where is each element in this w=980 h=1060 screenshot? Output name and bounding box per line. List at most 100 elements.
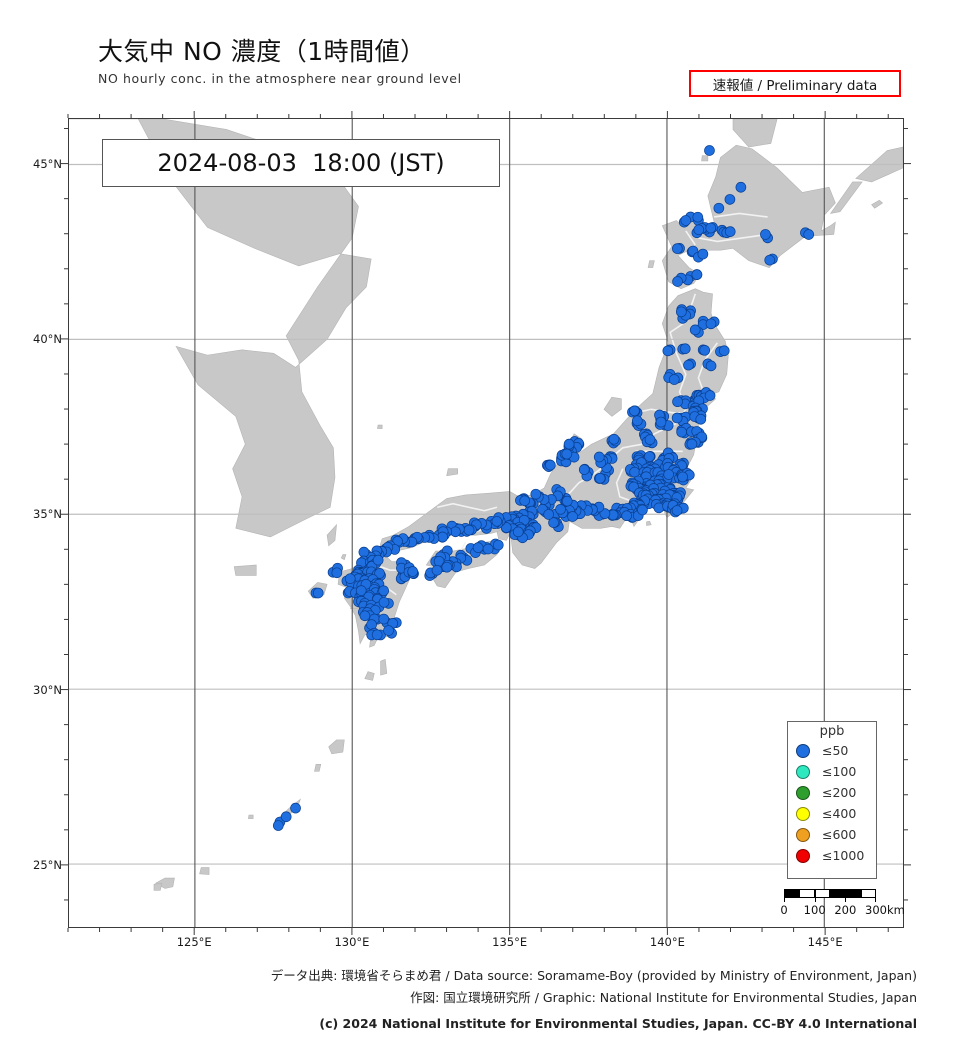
station-point <box>695 413 707 425</box>
station-point <box>704 145 715 156</box>
station-point <box>491 516 503 527</box>
station-point <box>441 561 453 573</box>
legend-swatch-icon <box>796 785 810 800</box>
legend-label: ≤400 <box>822 806 857 822</box>
station-point <box>631 415 643 427</box>
station-point <box>543 509 554 520</box>
scale-bar-label-100: 100 <box>803 903 826 917</box>
legend-swatch-icon <box>796 806 810 821</box>
scale-bar-label-0: 0 <box>780 903 788 917</box>
y-tick-label-35: 35°N <box>33 507 62 522</box>
station-point <box>371 629 383 641</box>
land-polygon-iki <box>340 554 347 561</box>
footer-data-source: データ出典: 環境省そらまめ君 / Data source: Soramame-… <box>270 968 917 983</box>
x-tick-label-135: 135°E <box>492 935 528 949</box>
station-point <box>358 546 370 558</box>
legend-label: ≤200 <box>822 785 857 801</box>
station-point <box>272 820 284 831</box>
legend-row-5: ≤1000 <box>788 845 876 866</box>
scale-bar-tick <box>784 889 785 902</box>
scale-bar-segment <box>845 889 861 898</box>
land-polygon-oki <box>446 468 458 477</box>
station-point <box>290 802 301 814</box>
station-point <box>482 543 494 555</box>
x-tick-label-125: 125°E <box>176 935 212 949</box>
legend-box: ppb ≤50 ≤100 ≤200 ≤400 ≤600 ≤1000 <box>787 721 877 879</box>
station-point <box>671 412 683 424</box>
station-point <box>437 531 448 543</box>
station-point <box>705 318 717 330</box>
station-point <box>760 229 771 240</box>
station-point <box>683 359 694 371</box>
land-polygon-asia_mainland <box>69 119 372 538</box>
header-block: 大気中 NO 濃度（1時間値） NO hourly conc. in the a… <box>98 37 718 86</box>
station-point <box>463 524 475 536</box>
land-polygon-jeju <box>233 564 257 576</box>
station-point <box>563 438 575 450</box>
station-point <box>593 451 605 463</box>
land-polygon-iriomote <box>153 882 163 891</box>
station-point <box>764 254 776 266</box>
prefecture-boundary-11 <box>437 502 498 512</box>
station-point <box>672 396 683 408</box>
prefecture-boundary-1 <box>697 342 718 396</box>
station-point <box>383 625 394 636</box>
land-polygon-tokunoshima <box>314 764 322 772</box>
timestamp-box: 2024-08-03 18:00 (JST) <box>102 139 500 187</box>
station-point <box>655 416 667 428</box>
scale-bar-label-200: 200 <box>834 903 857 917</box>
footer-graphic-credit: 作図: 国立環境研究所 / Graphic: National Institut… <box>410 990 917 1005</box>
station-point <box>431 564 443 576</box>
land-polygon-kunashiri <box>829 181 863 214</box>
station-point <box>512 526 524 538</box>
y-tick-label-30: 30°N <box>33 682 62 697</box>
y-tick-label-40: 40°N <box>33 331 62 346</box>
station-point <box>679 343 691 355</box>
legend-swatch-icon <box>796 764 810 779</box>
station-point <box>653 502 665 514</box>
legend-title: ppb <box>819 724 845 739</box>
legend-row-0: ≤50 <box>788 740 876 761</box>
station-point <box>693 224 705 236</box>
station-point <box>519 495 531 507</box>
station-point <box>472 542 484 553</box>
station-point <box>280 811 292 823</box>
x-tick-label-145: 145°E <box>807 935 843 949</box>
land-polygon-kume <box>248 814 254 819</box>
station-point <box>672 276 683 287</box>
page-subtitle: NO hourly conc. in the atmosphere near g… <box>98 70 462 86</box>
land-polygon-ulleung <box>377 424 383 429</box>
scale-bar-tick <box>875 889 876 902</box>
prefecture-boundary-6 <box>615 468 630 502</box>
station-points-layer <box>272 145 815 831</box>
station-point <box>331 567 343 579</box>
station-point <box>530 488 542 500</box>
legend-label: ≤1000 <box>822 848 865 864</box>
station-point <box>555 503 566 515</box>
station-point <box>621 510 632 522</box>
station-point <box>724 194 736 205</box>
station-point <box>378 585 389 597</box>
legend-rows: ≤50 ≤100 ≤200 ≤400 ≤600 ≤1000 <box>788 740 876 866</box>
legend-row-4: ≤600 <box>788 824 876 845</box>
land-polygon-amami <box>328 739 345 755</box>
landmass-layer <box>69 119 903 891</box>
station-point <box>644 434 656 445</box>
legend-swatch-icon <box>796 827 810 842</box>
scale-bar-tick <box>845 889 847 902</box>
station-point <box>359 610 371 622</box>
station-point <box>675 306 687 318</box>
map-canvas <box>69 119 903 927</box>
land-polygon-izu_oshima <box>646 520 652 526</box>
station-point <box>705 360 717 372</box>
legend-row-3: ≤400 <box>788 803 876 824</box>
scale-bar-graphic <box>784 889 876 902</box>
station-point <box>578 464 590 475</box>
scale-bar: km 0 100 200 300 <box>780 889 905 923</box>
station-point <box>672 243 683 254</box>
station-point <box>644 451 655 462</box>
prefecture-boundary-19 <box>698 233 768 243</box>
station-point <box>545 459 556 471</box>
station-point <box>561 495 573 507</box>
station-point <box>671 505 683 516</box>
